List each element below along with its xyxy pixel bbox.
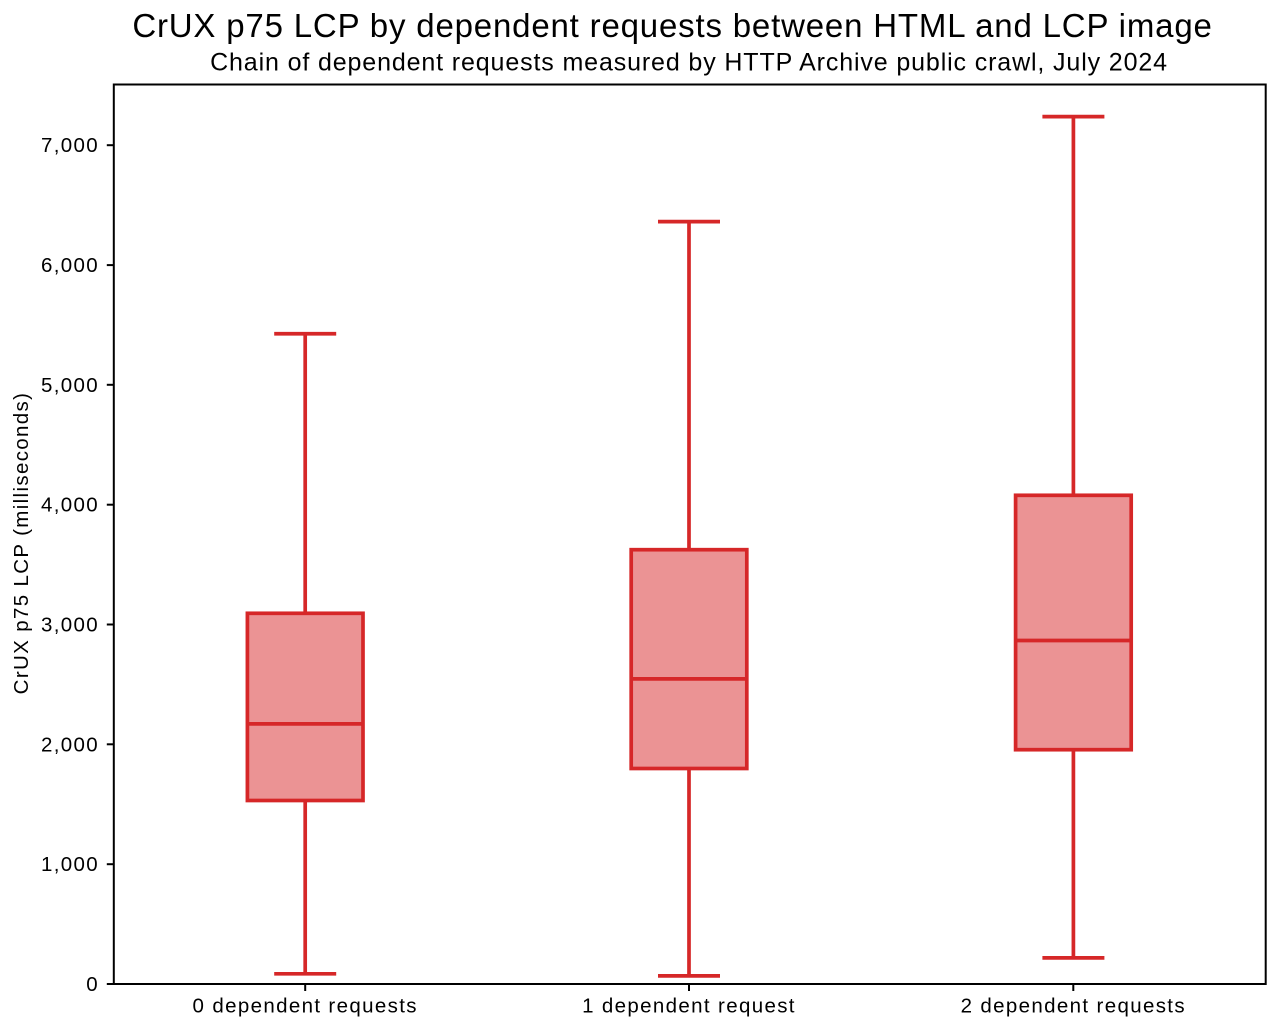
svg-text:1,000: 1,000 (41, 853, 99, 876)
svg-text:2,000: 2,000 (41, 733, 99, 756)
svg-text:Chain of dependent requests me: Chain of dependent requests measured by … (210, 49, 1168, 77)
svg-text:CrUX p75 LCP by dependent requ: CrUX p75 LCP by dependent requests betwe… (132, 7, 1212, 44)
svg-text:7,000: 7,000 (41, 134, 99, 157)
svg-text:0: 0 (86, 973, 99, 996)
svg-text:CrUX p75 LCP (milliseconds): CrUX p75 LCP (milliseconds) (10, 392, 33, 695)
svg-text:6,000: 6,000 (41, 254, 99, 277)
svg-text:2 dependent requests: 2 dependent requests (961, 994, 1186, 1017)
svg-text:1 dependent request: 1 dependent request (582, 994, 796, 1017)
svg-text:5,000: 5,000 (41, 374, 99, 397)
svg-text:0 dependent requests: 0 dependent requests (193, 994, 418, 1017)
svg-text:4,000: 4,000 (41, 494, 99, 517)
svg-text:3,000: 3,000 (41, 614, 99, 637)
